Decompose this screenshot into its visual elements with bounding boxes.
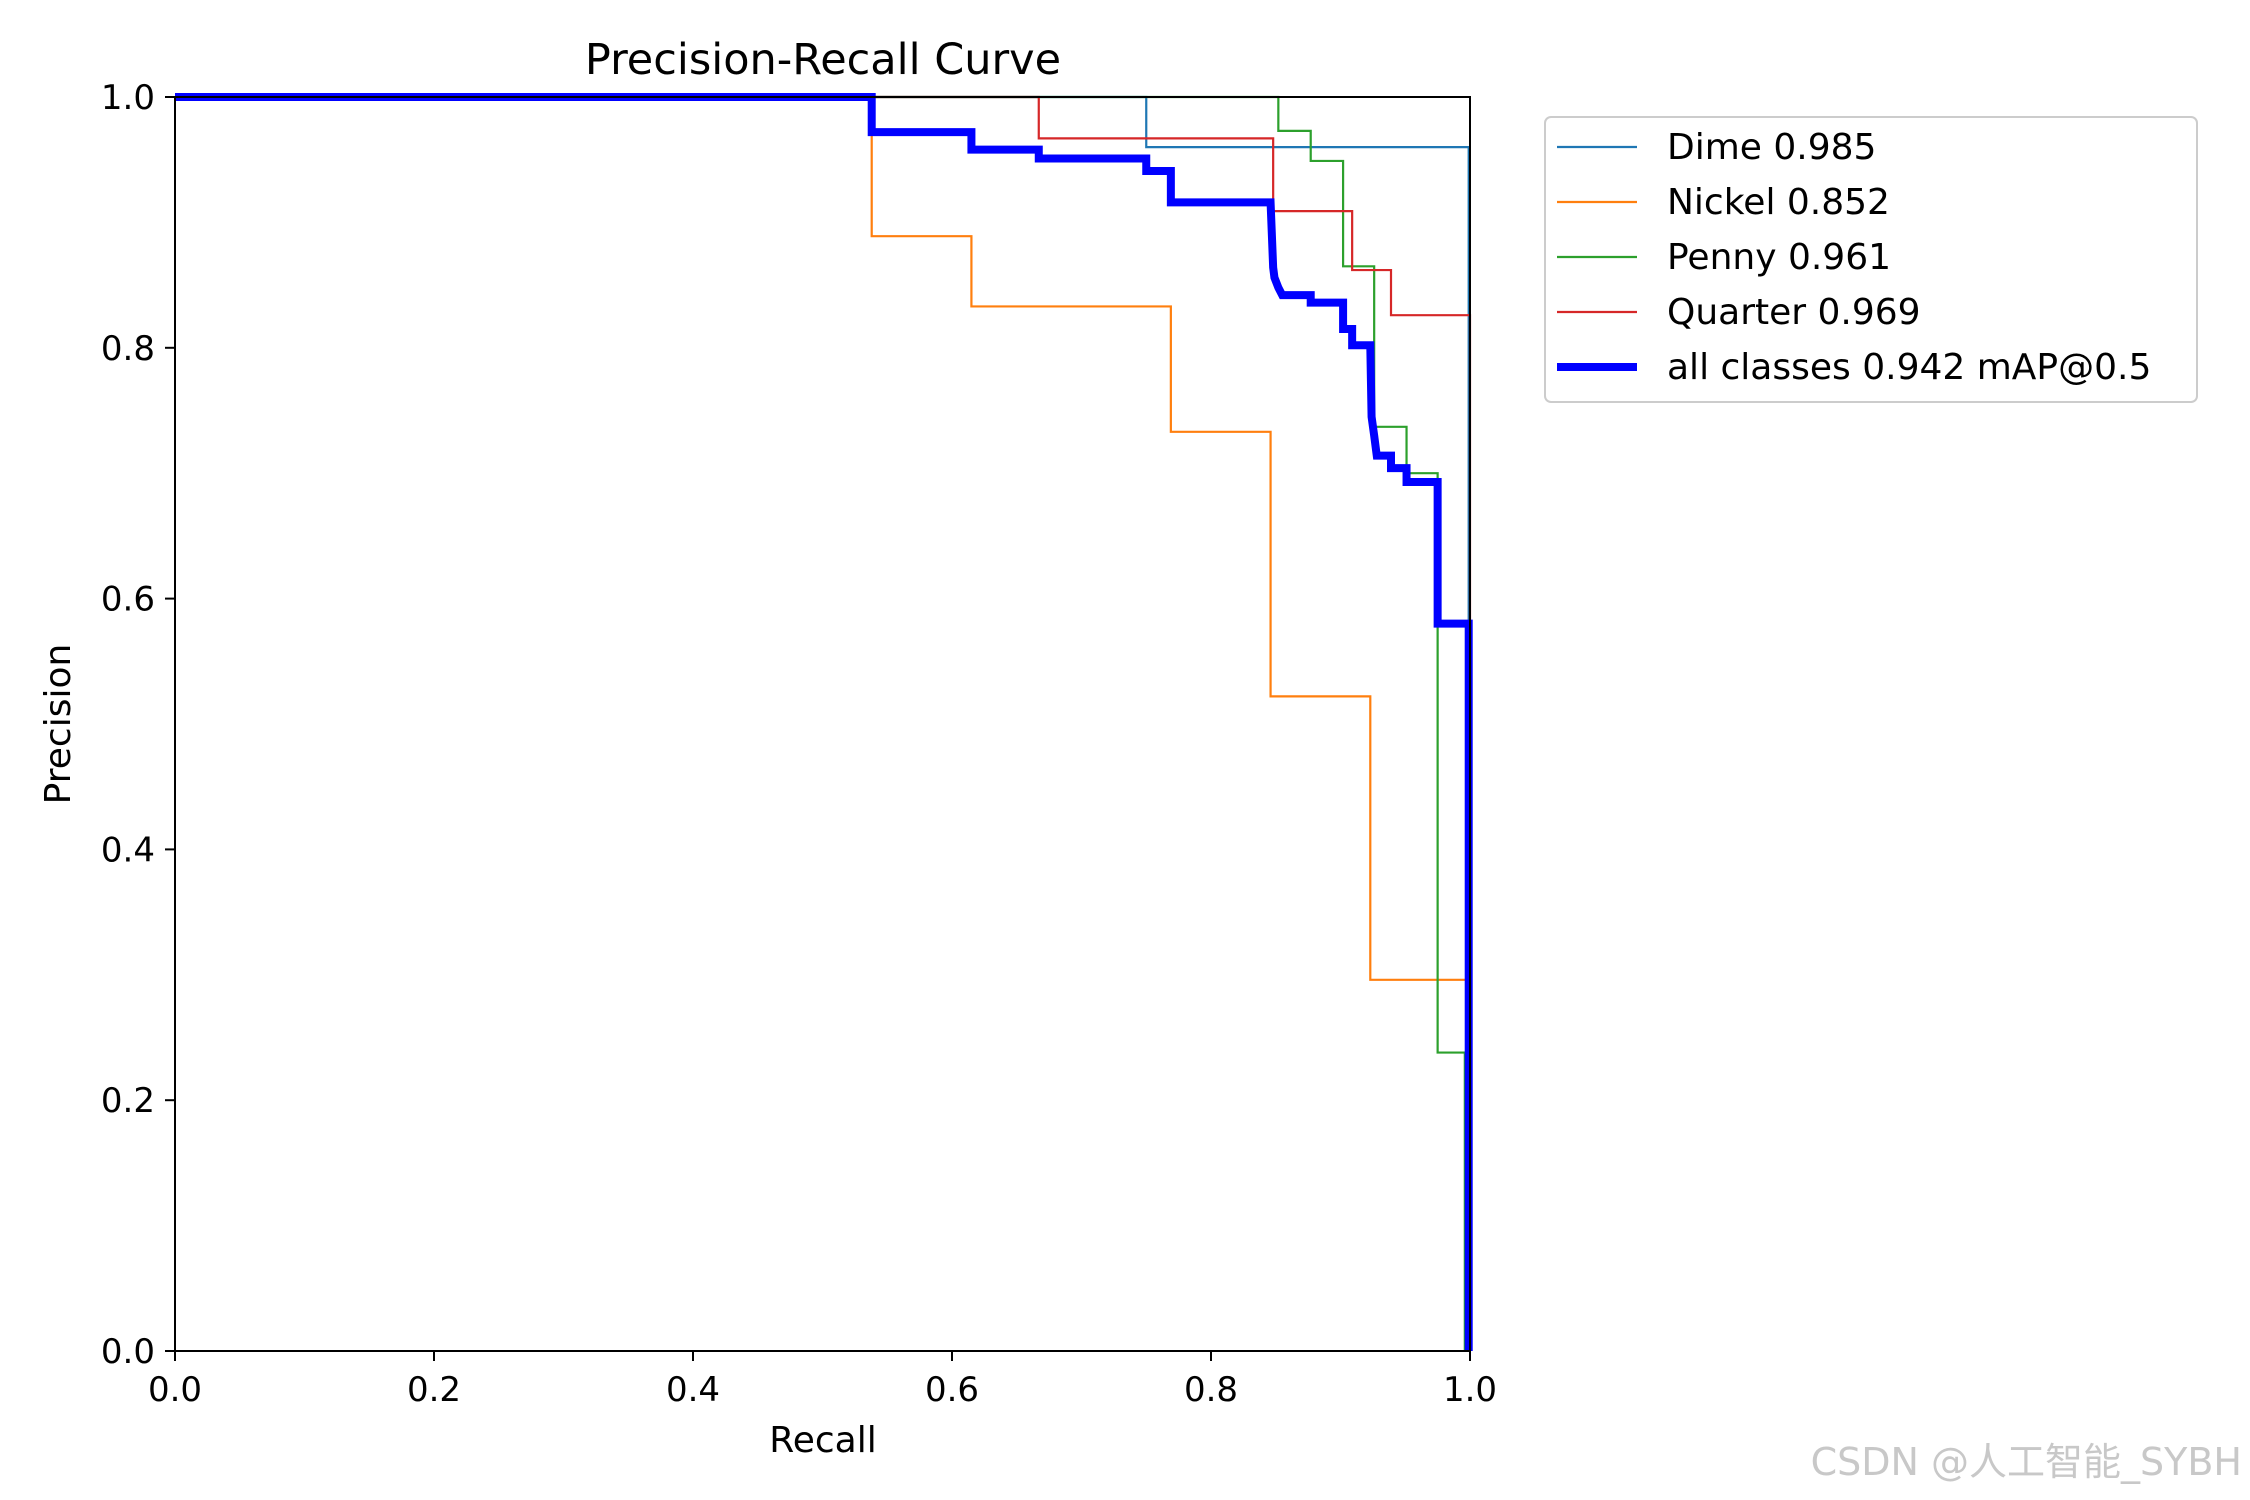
x-tick-label: 0.6 [925,1370,979,1410]
y-axis-ticks: 0.0 0.2 0.4 0.6 0.8 1.0 [101,78,175,1372]
legend-item: Quarter 0.969 [1557,292,1921,333]
legend-item: Dime 0.985 [1557,127,1876,168]
series-layer [175,93,1473,1351]
series-line-penny [175,95,1466,1351]
watermark: CSDN @人工智能_SYBH [1810,1440,2242,1484]
legend-box [1544,116,2198,403]
chart-title: Precision-Recall Curve [585,35,1061,85]
y-axis-label: Precision [38,644,79,805]
legend-items: Dime 0.985 Nickel 0.852 Penny 0.961 Quarter… [1557,127,2151,388]
y-tick-label: 0.0 [101,1332,155,1372]
legend: Dime 0.985 Nickel 0.852 Penny 0.961 Quarter… [1544,116,2198,403]
y-tick-label: 0.2 [101,1081,155,1121]
y-tick-label: 0.8 [101,329,155,369]
x-tick-label: 0.2 [407,1370,461,1410]
legend-label: all classes 0.942 mAP@0.5 [1667,347,2151,388]
y-tick-label: 0.6 [101,580,155,620]
x-tick-label: 1.0 [1443,1370,1497,1410]
plot-frame [174,96,1471,1352]
legend-item: Nickel 0.852 [1557,182,1890,223]
x-axis-ticks: 0.0 0.2 0.4 0.6 0.8 1.0 [148,1351,1497,1410]
x-tick-label: 0.4 [666,1370,720,1410]
series-line-nickel [175,95,1469,1351]
legend-label: Dime 0.985 [1667,127,1876,168]
series-line-all-all [175,93,1473,1351]
x-axis-label: Recall [769,1420,876,1461]
series-line-quarter [175,95,1472,1351]
y-tick-label: 0.4 [101,830,155,870]
y-tick-label: 1.0 [101,78,155,118]
legend-item: Penny 0.961 [1557,237,1891,278]
legend-label: Nickel 0.852 [1667,182,1890,223]
x-tick-label: 0.0 [148,1370,202,1410]
x-tick-label: 0.8 [1184,1370,1238,1410]
legend-label: Penny 0.961 [1667,237,1891,278]
legend-item: all classes 0.942 mAP@0.5 [1557,347,2151,388]
legend-label: Quarter 0.969 [1667,292,1921,333]
